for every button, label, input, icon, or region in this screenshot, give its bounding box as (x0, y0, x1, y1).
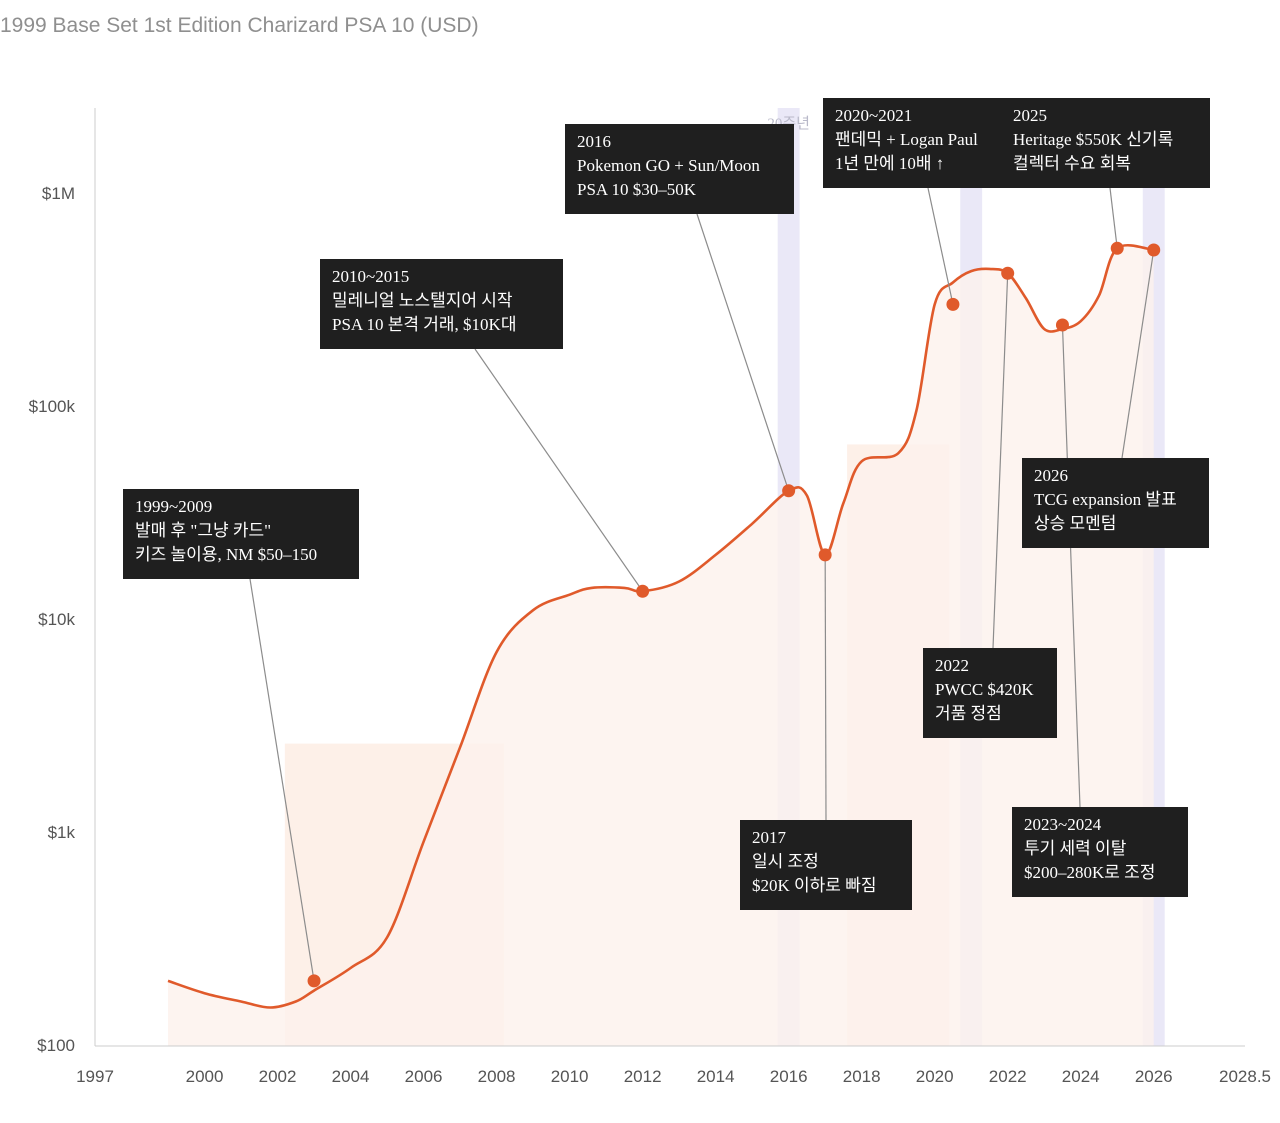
x-tick-label: 2016 (770, 1067, 808, 1086)
x-tick-label: 2018 (843, 1067, 881, 1086)
annotation-text: PSA 10 본격 거래, $10K대 (332, 315, 516, 334)
annotation-box (823, 98, 1005, 188)
x-tick-label: 2012 (624, 1067, 662, 1086)
annotation-text: 1년 만에 10배 ↑ (835, 154, 944, 173)
data-point (818, 548, 832, 562)
x-tick-label: 1997 (76, 1067, 114, 1086)
annotation-period: 2026 (1034, 466, 1068, 485)
x-tick-label: 2022 (989, 1067, 1027, 1086)
data-point (1147, 243, 1161, 257)
annotation-period: 2016 (577, 132, 611, 151)
x-tick-label: 2026 (1135, 1067, 1173, 1086)
annotation-period: 1999~2009 (135, 497, 212, 516)
axes: 1997 2000 2002 2004 2006 2008 2010 2012 2014 2016… (29, 108, 1271, 1086)
data-point (1110, 241, 1124, 255)
annotation-connector (1061, 324, 1081, 808)
annotation-box (1012, 807, 1188, 897)
data-point (1055, 318, 1069, 332)
data-point (636, 584, 650, 598)
annotation-box (1001, 98, 1210, 188)
annotation-connector (696, 213, 790, 491)
annotation-connector (1121, 249, 1155, 459)
annotation-text: Heritage $550K 신기록 (1013, 130, 1173, 149)
y-tick-label: $100 (37, 1036, 75, 1055)
annotation-box (1022, 458, 1209, 548)
x-tick-label: 2028.5 (1219, 1067, 1271, 1086)
annotation-box (123, 489, 359, 579)
annotation-connector (1109, 187, 1118, 249)
data-point (782, 484, 796, 498)
annotation-period: 2017 (752, 828, 787, 847)
annotation-connector (474, 348, 644, 592)
annotation-period: 2020~2021 (835, 106, 912, 125)
data-point (1001, 266, 1015, 280)
annotation-text: Pokemon GO + Sun/Moon (577, 156, 760, 175)
y-tick-label: $1k (48, 823, 76, 842)
annotation-box (923, 648, 1057, 738)
x-tick-label: 2002 (259, 1067, 297, 1086)
annotation-text: 상승 모멘텀 (1034, 514, 1116, 533)
annotation-text: 팬데믹 + Logan Paul (835, 130, 978, 149)
annotation-box (320, 259, 563, 349)
annotation-text: TCG expansion 발표 (1034, 490, 1177, 509)
annotation-text: 키즈 놀이용, NM $50–150 (135, 545, 317, 564)
x-tick-label: 2014 (697, 1067, 735, 1086)
annotation-connector (992, 273, 1009, 649)
x-tick-label: 2004 (332, 1067, 370, 1086)
annotation-text: 일시 조정 (752, 852, 819, 871)
x-tick-label: 2024 (1062, 1067, 1100, 1086)
annotation-text: 거품 정점 (935, 704, 1002, 723)
annotation-box (740, 820, 912, 910)
x-tick-label: 2000 (186, 1067, 224, 1086)
annotation-period: 2010~2015 (332, 267, 409, 286)
annotation-period: 2025 (1013, 106, 1047, 125)
price-line (167, 244, 1154, 1009)
annotation-box (565, 124, 794, 214)
annotation-text: PWCC $420K (935, 680, 1034, 699)
y-tick-label: $10k (38, 610, 75, 629)
annotation-connector (249, 578, 315, 981)
y-tick-label: $1M (42, 184, 75, 203)
annotation-text: 발매 후 "그냥 카드" (135, 521, 271, 540)
annotation-period: 2023~2024 (1024, 815, 1102, 834)
data-markers (307, 241, 1161, 988)
annotation-text: $200–280K로 조정 (1024, 863, 1155, 882)
data-point (307, 974, 321, 988)
annotation-connector (824, 554, 827, 821)
x-tick-label: 2010 (551, 1067, 589, 1086)
x-tick-label: 2006 (405, 1067, 443, 1086)
y-tick-label: $100k (29, 397, 76, 416)
x-tick-label: 2008 (478, 1067, 516, 1086)
data-point (946, 297, 960, 311)
annotation-connectors (249, 187, 1155, 981)
annotation-connector (927, 187, 954, 305)
annotation-text: $20K 이하로 빠짐 (752, 876, 876, 895)
annotation-text: PSA 10 $30–50K (577, 180, 697, 199)
annotation-text: 컬렉터 수요 회복 (1013, 154, 1131, 173)
annotation-text: 밀레니얼 노스탤지어 시작 (332, 291, 513, 310)
annotation-text: 투기 세력 이탈 (1024, 839, 1127, 858)
annotations: 1999~2009 발매 후 "그냥 카드" 키즈 놀이용, NM $50–150 2… (123, 98, 1210, 910)
x-tick-label: 2020 (916, 1067, 954, 1086)
series-line (167, 244, 1154, 1009)
annotation-period: 2022 (935, 656, 969, 675)
chart-title: 1999 Base Set 1st Edition Charizard PSA … (0, 14, 479, 37)
